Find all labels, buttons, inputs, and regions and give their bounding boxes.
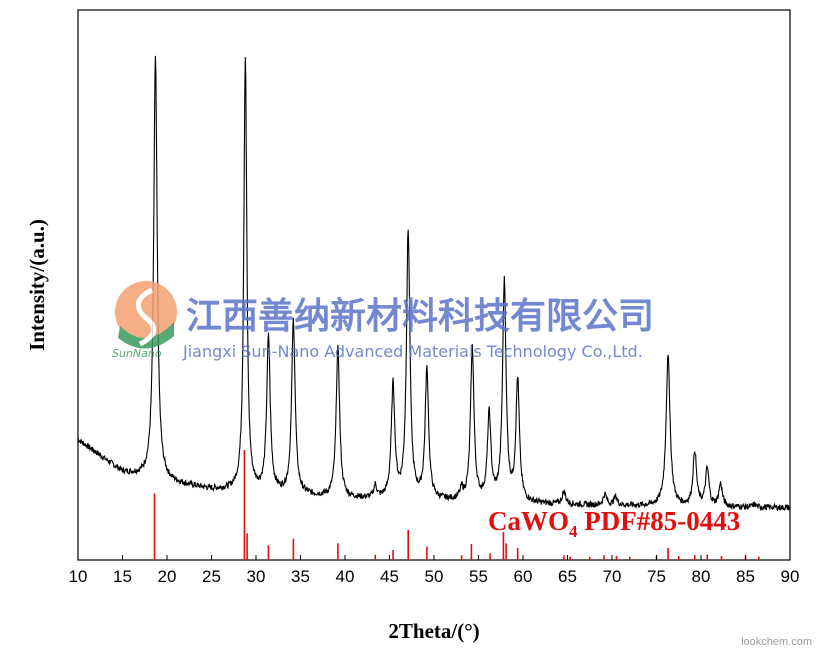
x-tick-label: 55 — [469, 567, 488, 586]
x-tick-label: 50 — [425, 567, 444, 586]
plot-frame — [77, 9, 791, 561]
credit: lookchem.com — [741, 636, 812, 648]
x-tick-label: 75 — [647, 567, 666, 586]
logo-text: SunNano — [112, 347, 162, 360]
x-axis-title: 2Theta/(°) — [388, 619, 479, 643]
xrd-pattern-line — [77, 55, 791, 512]
watermark: SunNano 江西善纳新材料科技有限公司 Jiangxi Sun-Nano A… — [112, 281, 654, 361]
x-tick-label: 15 — [113, 567, 132, 586]
x-tick-label: 85 — [736, 567, 755, 586]
x-tick-label: 40 — [336, 567, 355, 586]
x-tick-label: 45 — [380, 567, 399, 586]
watermark-en: Jiangxi Sun-Nano Advanced Materials Tech… — [182, 342, 643, 361]
reference-label-rest: PDF#85-0443 — [578, 506, 741, 536]
x-tick-label: 90 — [781, 567, 800, 586]
y-axis-title: Intensity/(a.u.) — [25, 219, 49, 351]
x-tick-label: 60 — [514, 567, 533, 586]
x-tick-label: 20 — [158, 567, 177, 586]
reference-label-subscript: 4 — [569, 522, 578, 541]
x-tick-label: 65 — [558, 567, 577, 586]
x-tick-label: 30 — [247, 567, 266, 586]
reference-label-main: CaWO — [488, 506, 569, 536]
sun-nano-logo-icon: SunNano — [112, 281, 177, 360]
x-tick-label: 80 — [692, 567, 711, 586]
x-axis: 10 15 20 25 30 35 40 45 50 55 60 65 70 75 80 85 90 — [69, 555, 800, 586]
x-tick-label: 35 — [291, 567, 310, 586]
watermark-cn: 江西善纳新材料科技有限公司 — [186, 296, 654, 337]
x-tick-label: 70 — [603, 567, 622, 586]
reference-sticks — [153, 450, 760, 560]
reference-label: CaWO4 PDF#85-0443 — [488, 506, 740, 541]
x-tick-label: 10 — [69, 567, 88, 586]
x-tick-label: 25 — [202, 567, 221, 586]
